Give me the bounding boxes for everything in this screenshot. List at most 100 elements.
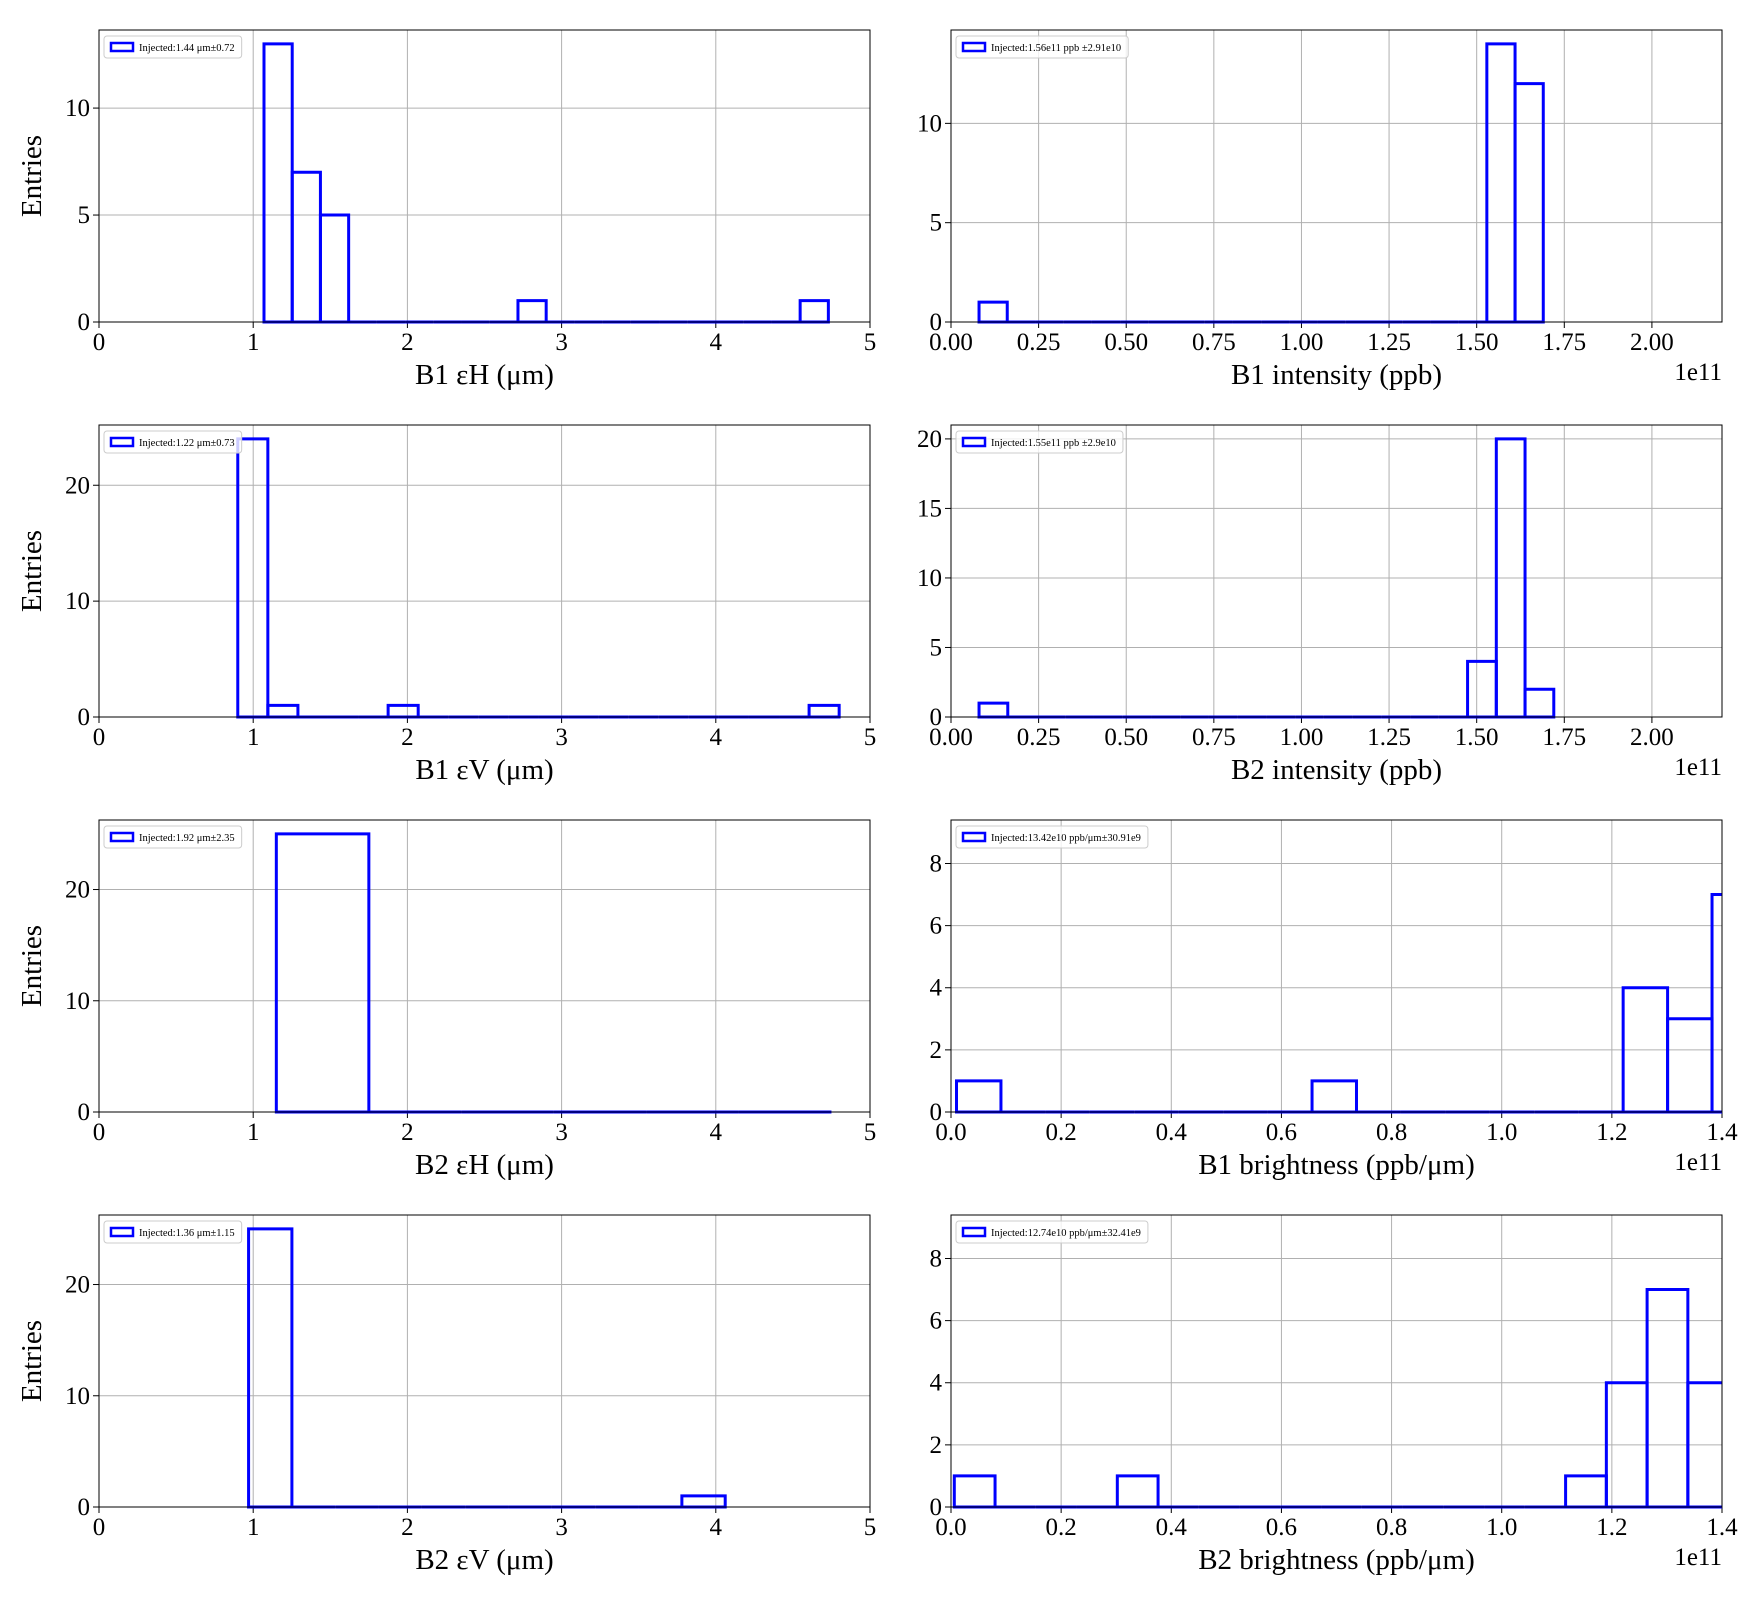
subplot: 0.0 0.2 0.4 0.6 0.8 1.0 1.2 1.4 0 2 4 6 8 B2 brightne… — [930, 1214, 1738, 1576]
x-axis-label: B2 intensity (ppb) — [1231, 754, 1442, 786]
offset-text: 1e11 — [1674, 754, 1722, 781]
legend-box — [103, 1220, 243, 1244]
subplot: 0 1 2 3 4 5 0 10 20 B2 εH (μm) Entries Injected:1.9… — [16, 819, 877, 1181]
axes-frame — [98, 819, 871, 1113]
x-tick-label: 1.0 — [1486, 1514, 1517, 1541]
bar — [1564, 1474, 1608, 1509]
legend-swatch — [961, 41, 987, 53]
x-tick-label: 0.2 — [1046, 1514, 1077, 1541]
x-tick-label: 2 — [401, 329, 414, 356]
bars — [977, 42, 1545, 324]
y-tick-label: 8 — [930, 1245, 943, 1272]
bars — [952, 1288, 1722, 1509]
y-tick-label: 20 — [917, 426, 942, 453]
bar — [977, 701, 1010, 719]
legend-swatch — [109, 831, 135, 843]
x-axis-label: B2 εV (μm) — [415, 1544, 553, 1576]
legend: Injected:1.92 μm±2.35 — [103, 825, 243, 849]
legend-box — [103, 825, 243, 849]
bars — [274, 832, 832, 1114]
bar — [680, 1494, 727, 1509]
legend-box — [955, 430, 1124, 454]
y-tick-label: 5 — [930, 634, 943, 661]
x-tick-label: 0.6 — [1266, 1514, 1297, 1541]
axes-frame — [950, 29, 1723, 323]
y-tick-label: 0 — [78, 704, 91, 731]
offset-text: 1e11 — [1674, 1544, 1722, 1571]
x-tick-label: 1.00 — [1280, 724, 1324, 751]
y-tick-label: 15 — [917, 495, 942, 522]
bar — [1710, 893, 1722, 1114]
x-axis-label: B1 brightness (ppb/μm) — [1198, 1149, 1475, 1181]
x-tick-label: 5 — [864, 724, 877, 751]
y-axis-label: Entries — [16, 135, 48, 217]
legend-swatch — [109, 41, 135, 53]
legend-swatch — [961, 436, 987, 448]
x-axis-label: B1 εH (μm) — [415, 359, 554, 391]
legend: Injected:1.36 μm±1.15 — [103, 1220, 243, 1244]
x-axis-label: B1 εV (μm) — [415, 754, 553, 786]
bar — [386, 703, 420, 719]
bar — [262, 42, 294, 324]
x-tick-label: 0.0 — [935, 1514, 966, 1541]
y-tick-label: 0 — [930, 309, 943, 336]
x-tick-label: 1.75 — [1542, 329, 1586, 356]
x-axis-label: B2 brightness (ppb/μm) — [1198, 1544, 1475, 1576]
x-tick-label: 4 — [710, 724, 723, 751]
x-tick-label: 0.75 — [1192, 329, 1236, 356]
x-tick-label: 1 — [247, 329, 260, 356]
legend: Injected:1.56e11 ppb ±2.91e10 — [955, 35, 1129, 59]
y-tick-label: 20 — [65, 1272, 90, 1299]
x-tick-label: 1.0 — [1486, 1119, 1517, 1146]
legend-swatch — [109, 436, 135, 448]
axes-frame — [98, 424, 871, 718]
bar — [977, 300, 1009, 324]
x-tick-label: 1.75 — [1542, 724, 1586, 751]
bars — [262, 42, 830, 324]
x-tick-label: 2.00 — [1630, 724, 1674, 751]
legend-swatch — [961, 831, 987, 843]
y-tick-label: 5 — [930, 210, 943, 237]
bars — [955, 893, 1722, 1114]
bar — [1466, 659, 1498, 719]
x-tick-label: 4 — [710, 329, 723, 356]
x-tick-label: 0.8 — [1376, 1514, 1407, 1541]
legend-label: Injected:1.44 μm±0.72 — [139, 43, 235, 54]
subplot: 0.00 0.25 0.50 0.75 1.00 1.25 1.50 1.75 2.00 0 5 10… — [917, 29, 1723, 391]
x-tick-label: 1 — [247, 1514, 260, 1541]
bars — [236, 437, 841, 719]
x-tick-label: 1.4 — [1706, 1514, 1738, 1541]
x-axis-label: B1 intensity (ppb) — [1231, 359, 1442, 391]
subplot: 0 1 2 3 4 5 0 10 20 B2 εV (μm) Entries Injected:1.3… — [16, 1214, 877, 1576]
bar — [1645, 1288, 1690, 1509]
y-axis-label: Entries — [16, 925, 48, 1007]
x-tick-label: 1.2 — [1596, 1514, 1627, 1541]
axes-frame — [950, 1214, 1723, 1508]
y-tick-label: 0 — [78, 309, 91, 336]
y-tick-label: 6 — [930, 1308, 943, 1335]
x-tick-label: 5 — [864, 1119, 877, 1146]
x-tick-label: 3 — [555, 329, 568, 356]
x-tick-label: 5 — [864, 1514, 877, 1541]
y-tick-label: 5 — [78, 202, 91, 229]
bar — [247, 1227, 294, 1509]
legend-swatch — [961, 1226, 987, 1238]
bar — [1485, 42, 1517, 324]
y-tick-label: 20 — [65, 472, 90, 499]
y-tick-label: 0 — [78, 1494, 91, 1521]
y-tick-label: 8 — [930, 850, 943, 877]
x-tick-label: 0.0 — [935, 1119, 966, 1146]
y-tick-label: 10 — [65, 95, 90, 122]
legend-swatch — [109, 1226, 135, 1238]
bar — [274, 832, 371, 1114]
bars — [247, 1227, 727, 1509]
bar — [807, 703, 841, 719]
x-tick-label: 2.00 — [1630, 329, 1674, 356]
y-tick-label: 0 — [930, 704, 943, 731]
x-tick-label: 1 — [247, 724, 260, 751]
x-tick-label: 0.50 — [1104, 724, 1148, 751]
x-tick-label: 0.4 — [1156, 1514, 1188, 1541]
y-tick-label: 2 — [930, 1037, 943, 1064]
x-tick-label: 0 — [93, 724, 106, 751]
bar — [955, 1079, 1003, 1114]
